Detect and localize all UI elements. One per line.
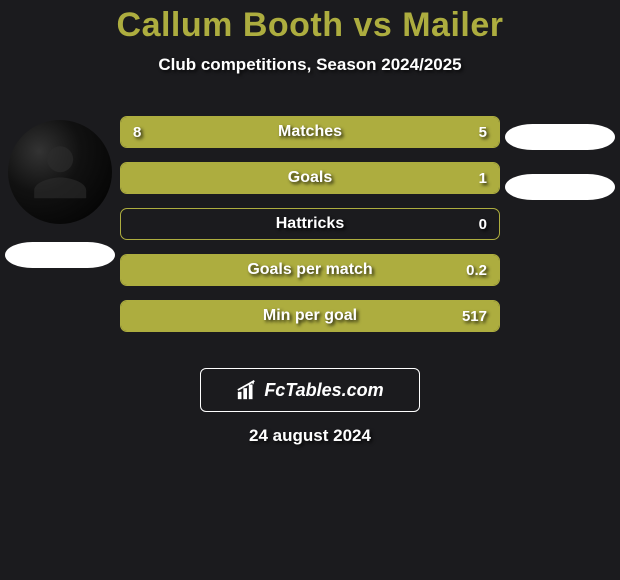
player-left-column: [0, 110, 120, 268]
player-right-flag-1: [505, 124, 615, 150]
stat-bar: Min per goal 517: [120, 300, 500, 332]
comparison-infographic: Callum Booth vs Mailer Club competitions…: [0, 0, 620, 580]
stat-value-left: 8: [133, 124, 141, 141]
bars-icon: [236, 379, 258, 401]
stat-bar: Goals per match 0.2: [120, 254, 500, 286]
stat-value-right: 0: [479, 216, 487, 233]
silhouette-icon: [29, 141, 91, 203]
stat-bar: 8 Matches 5: [120, 116, 500, 148]
page-title: Callum Booth vs Mailer: [0, 0, 620, 45]
stat-value-right: 0.2: [466, 262, 487, 279]
stat-value-right: 5: [479, 124, 487, 141]
brand-text: FcTables.com: [264, 380, 383, 401]
player-right-flag-2: [505, 174, 615, 200]
stat-value-right: 517: [462, 308, 487, 325]
date-text: 24 august 2024: [0, 426, 620, 446]
stat-bar: Goals 1: [120, 162, 500, 194]
brand-badge: FcTables.com: [200, 368, 420, 412]
stat-label: Goals: [288, 169, 332, 187]
player-left-avatar: [8, 120, 112, 224]
comparison-body: 8 Matches 5 Goals 1 Hattricks 0 Goals per match…: [0, 110, 620, 332]
subtitle: Club competitions, Season 2024/2025: [0, 55, 620, 75]
stat-value-right: 1: [479, 170, 487, 187]
player-left-flag: [5, 242, 115, 268]
stat-bar: Hattricks 0: [120, 208, 500, 240]
stat-fill-right: [353, 117, 499, 147]
stat-label: Hattricks: [276, 215, 344, 233]
stat-label: Matches: [278, 123, 342, 141]
player-right-column: [500, 110, 620, 200]
stat-label: Min per goal: [263, 307, 357, 325]
stats-column: 8 Matches 5 Goals 1 Hattricks 0 Goals per match…: [120, 110, 500, 332]
stat-label: Goals per match: [247, 261, 372, 279]
